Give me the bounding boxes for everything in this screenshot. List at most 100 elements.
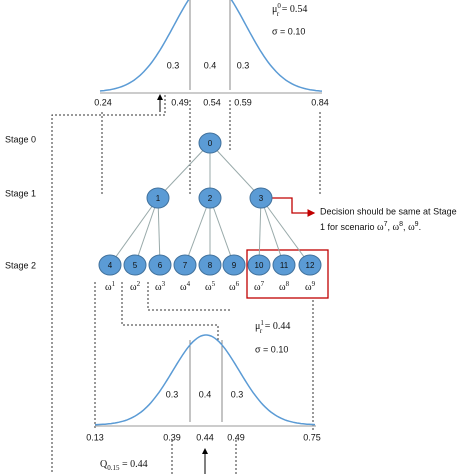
scenario-symbol: ω — [305, 282, 312, 293]
scenario-label: ω3 — [155, 280, 166, 294]
scenario-label: ω4 — [180, 280, 191, 294]
stage-label: Stage 2 — [5, 260, 36, 270]
node-label: 8 — [208, 261, 213, 270]
node-label: 6 — [158, 261, 163, 270]
distribution-curve — [94, 334, 316, 426]
annotation: Decision should be same at Stage — [320, 206, 457, 216]
tree-node — [247, 254, 271, 276]
stage-label: Stage 0 — [5, 134, 36, 144]
annotation-text: , — [388, 222, 393, 232]
probability-label: 0.3 — [237, 60, 250, 70]
tree-node — [298, 254, 322, 276]
stage-label: Stage 1 — [5, 188, 36, 198]
tree-edge — [209, 142, 262, 199]
probability-label: 0.4 — [204, 60, 217, 70]
tree-edge — [157, 142, 211, 199]
node-label: 1 — [156, 194, 161, 203]
annotation-text: 1 for scenario — [320, 222, 377, 232]
mu-label: μ0 r = 0.54 — [272, 2, 307, 18]
connectors — [51, 0, 329, 474]
scenario-symbol: ω — [105, 282, 112, 293]
axis-label: 0.54 — [203, 97, 221, 107]
axis-label: 0.49 — [171, 97, 189, 107]
mu-label: μ1 r = 0.44 — [255, 319, 290, 335]
scenario-index: 4 — [187, 280, 191, 288]
tree-node — [249, 187, 273, 209]
node-label: 0 — [208, 139, 213, 148]
tree-node — [146, 187, 170, 209]
annotation-text: ω — [393, 222, 400, 233]
axis-label: 0.84 — [311, 97, 329, 107]
probability-label: 0.3 — [167, 60, 180, 70]
annotation: 1 for scenario ω7, ω8, ω9. — [320, 221, 421, 233]
tree-node — [173, 254, 197, 276]
node-label: 5 — [133, 261, 138, 270]
tree-node — [272, 254, 296, 276]
scenario-label: ω8 — [279, 280, 290, 294]
axis-label: 0.44 — [196, 432, 214, 442]
scenario-label: ω6 — [229, 280, 240, 294]
scenario-label: ω2 — [130, 280, 141, 294]
sigma-label: σ = 0.10 — [272, 26, 305, 36]
tree-edge — [109, 197, 159, 266]
node-label: 3 — [259, 194, 264, 203]
scenario-index: 7 — [261, 280, 265, 288]
tree-node — [198, 254, 222, 276]
tree-edge — [134, 197, 159, 266]
axis-label: 0.59 — [234, 97, 252, 107]
scenario-symbol: ω — [229, 282, 236, 293]
node-label: 7 — [183, 261, 188, 270]
tree-node — [148, 254, 172, 276]
scenario-index: 8 — [399, 221, 403, 228]
tree-node — [198, 132, 222, 154]
axis-label: 0.13 — [86, 432, 104, 442]
scenario-index: 7 — [384, 221, 388, 228]
scenario-symbol: ω — [205, 282, 212, 293]
scenario-index: 6 — [236, 280, 240, 288]
scenario-symbol: ω — [155, 282, 162, 293]
tree-node — [123, 254, 147, 276]
scenario-label: ω5 — [205, 280, 216, 294]
scenario-symbol: ω — [279, 282, 286, 293]
scenario-label: ω7 — [254, 280, 265, 294]
probability-label: 0.3 — [166, 389, 179, 399]
axis-label: 0.75 — [303, 432, 321, 442]
scenario-index: 5 — [212, 280, 216, 288]
tree-node — [98, 254, 122, 276]
axis-label: 0.24 — [94, 97, 112, 107]
quantile-label: Q0.15 = 0.44 — [100, 459, 148, 471]
annotation-text: , — [403, 222, 408, 232]
scenario-index: 3 — [162, 280, 166, 288]
tree-node — [222, 254, 246, 276]
scenario-index: 2 — [137, 280, 141, 288]
scenario-index: 1 — [112, 280, 116, 288]
node-label: 10 — [255, 261, 264, 270]
tree-node — [198, 187, 222, 209]
annotation-text: ω — [408, 222, 415, 233]
tree-nodes: 01 2 34 5 6 7 8 9 10 11 12 — [98, 132, 322, 276]
scenario-symbol: ω — [130, 282, 137, 293]
axis-label: 0.49 — [227, 432, 245, 442]
node-label: 11 — [280, 261, 289, 270]
node-label: 4 — [108, 261, 113, 270]
scenario-index: 8 — [286, 280, 290, 288]
sigma-label: σ = 0.10 — [255, 344, 288, 354]
probability-label: 0.3 — [231, 389, 244, 399]
annotation-text: . — [419, 222, 422, 232]
axis-label: 0.39 — [163, 432, 181, 442]
tree-edge — [258, 197, 262, 266]
distribution-curve — [99, 0, 323, 92]
scenario-symbol: ω — [254, 282, 261, 293]
tree-edge — [157, 197, 161, 266]
node-label: 12 — [306, 261, 315, 270]
scenario-symbol: ω — [180, 282, 187, 293]
tree-edge — [184, 197, 211, 266]
scenario-index: 9 — [312, 280, 316, 288]
scenario-label: ω9 — [305, 280, 316, 294]
node-label: 9 — [232, 261, 237, 270]
annotation-text: ω — [377, 222, 384, 233]
scenario-index: 9 — [415, 221, 419, 228]
tree-edge — [260, 197, 311, 266]
tree-edge — [260, 197, 285, 266]
